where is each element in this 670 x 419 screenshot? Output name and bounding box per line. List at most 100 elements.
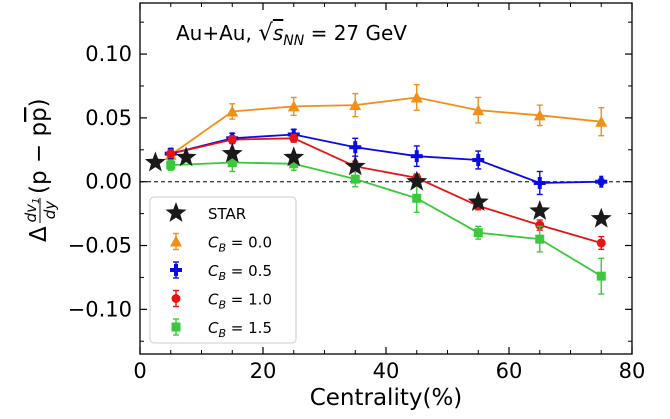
legend-4-label-eq: = 1.5	[226, 319, 272, 337]
x-tick-label-4: 80	[619, 359, 646, 383]
x-tick-label-2: 40	[373, 359, 400, 383]
legend-1-label-sym: C	[208, 234, 219, 252]
legend-1-marker	[170, 235, 182, 247]
series-1-point-3	[349, 99, 362, 111]
series-2-point-6-v	[537, 176, 542, 189]
series-3-point-0	[166, 149, 176, 159]
series-3-point-6	[535, 220, 545, 230]
series-3-point-2	[289, 133, 299, 143]
series-0-point-2	[221, 142, 243, 163]
series-2-point-7	[595, 175, 608, 188]
series-markers	[144, 83, 612, 295]
legend-2-marker-v	[174, 264, 178, 276]
x-tick-label-1: 20	[250, 359, 277, 383]
y-axis-label: Δ dv1 dy (p − pp)	[22, 98, 59, 242]
x-tick-label-3: 60	[496, 359, 523, 383]
series-2-line	[170, 133, 602, 184]
series-2-point-4-v	[414, 150, 419, 163]
y-label-rest-main: (p − p	[26, 122, 52, 194]
y-tick-label-1: −0.05	[68, 234, 132, 258]
series-3-point-7	[596, 238, 606, 248]
series-4-line	[170, 161, 602, 277]
series-1-point-6	[533, 109, 546, 121]
series-0-point-1	[175, 146, 197, 167]
x-tick-label-0: 0	[133, 359, 146, 383]
axis-ticks: 0 20 40 60 80 −0.10 −0.05 0.00 0.05 0.10	[68, 3, 646, 383]
series-2-point-7-v	[599, 175, 604, 188]
legend-box	[149, 196, 297, 344]
legend-2-label: CB = 0.5	[208, 262, 272, 283]
series-3-line	[170, 137, 602, 244]
series-2-point-3	[349, 141, 362, 154]
series-2-point-6	[533, 176, 546, 189]
legend-2-label-sym: C	[208, 262, 219, 280]
y-label-num-sub: 1	[31, 198, 42, 204]
legend-0-label: STAR	[208, 205, 246, 223]
series-1-point-7	[595, 115, 608, 127]
y-tick-label-3: 0.05	[85, 106, 132, 130]
series-2-point-5	[472, 153, 485, 166]
series-0-point-8	[590, 207, 612, 228]
legend-3-label-eq: = 1.0	[226, 291, 272, 309]
series-0-point-7	[529, 200, 551, 220]
legend-0-marker	[165, 202, 187, 222]
legend-1-label-sub: B	[218, 242, 226, 255]
annotation-sub: NN	[283, 33, 304, 49]
legend-4-label-sym: C	[208, 319, 219, 337]
chart-annotation: Au+Au, √sNN = 27 GeV	[176, 20, 407, 49]
annotation-s: s	[273, 21, 283, 45]
y-label-frac-num: dv1	[22, 198, 42, 223]
y-tick-label-2: 0.00	[85, 170, 132, 194]
legend-4-label-sub: B	[218, 327, 226, 340]
legend-2-label-sub: B	[218, 270, 226, 283]
series-3-point-1	[227, 135, 237, 145]
legend-2-label-eq: = 0.5	[226, 262, 272, 280]
y-label-pbar: p	[26, 107, 52, 122]
series-0-point-3	[283, 146, 305, 167]
legend-1-label-eq: = 0.0	[226, 234, 272, 252]
y-tick-label-4: 0.10	[85, 42, 132, 66]
series-4-point-0	[166, 160, 176, 170]
series-1-point-4	[410, 91, 423, 103]
series-4-point-6	[535, 234, 545, 244]
series-0-point-4	[344, 155, 366, 176]
legend-2-marker	[170, 264, 182, 276]
series-4-point-7	[596, 271, 606, 281]
series-1-point-2	[287, 100, 300, 112]
y-label-delta: Δ	[26, 226, 52, 242]
y-label-rest: (p − pp)	[26, 98, 52, 194]
series-2-point-5-v	[476, 153, 481, 166]
series-2-point-3-v	[353, 141, 358, 154]
y-label-close: )	[26, 98, 52, 107]
legend-3-marker	[171, 294, 181, 303]
legend-4-label: CB = 1.5	[208, 319, 272, 340]
legend-1-label: CB = 0.0	[208, 234, 272, 255]
series-4-point-3	[350, 174, 360, 184]
y-tick-label-0: −0.10	[68, 297, 132, 321]
series-0-point-0	[144, 151, 166, 172]
x-axis-label: Centrality(%)	[310, 385, 463, 411]
series-4-point-5	[473, 228, 483, 238]
annotation-prefix: Au+Au,	[176, 21, 258, 45]
annotation-suffix: = 27 GeV	[304, 21, 407, 45]
legend-3-label-sym: C	[208, 291, 219, 309]
y-label-num: dv	[22, 203, 40, 223]
series-4-point-1	[227, 158, 237, 168]
series-1-line	[170, 96, 602, 156]
series-1-point-1	[226, 105, 239, 117]
y-label-den: dy	[41, 200, 59, 220]
series-0-point-5	[406, 170, 428, 191]
series-1-point-5	[472, 104, 485, 116]
series-4-point-4	[412, 193, 422, 203]
series-0-point-6	[467, 191, 489, 211]
series-lines	[140, 96, 632, 277]
annotation-sqrt: √	[258, 20, 273, 46]
series-4-point-2	[289, 159, 299, 169]
legend-3-label: CB = 1.0	[208, 291, 272, 312]
legend-4-marker	[171, 322, 181, 332]
series-2-point-4	[410, 150, 423, 163]
legend-3-label-sub: B	[218, 299, 226, 312]
